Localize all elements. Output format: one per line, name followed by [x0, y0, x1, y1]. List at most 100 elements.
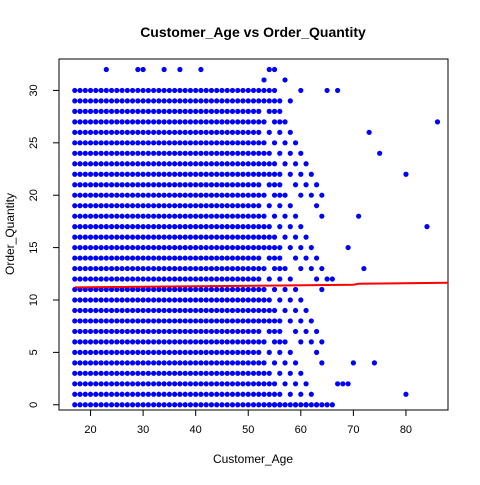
data-point [140, 286, 146, 293]
data-point [72, 328, 78, 335]
data-point [193, 328, 199, 335]
data-point [182, 307, 188, 314]
data-point [166, 328, 172, 335]
data-point [193, 234, 199, 240]
data-point [129, 161, 136, 167]
data-point [161, 318, 167, 324]
data-point [240, 182, 246, 188]
data-point [103, 129, 109, 135]
data-point [77, 318, 83, 324]
data-point [93, 391, 99, 397]
data-point [103, 381, 109, 387]
data-point [77, 87, 83, 94]
data-point [177, 318, 183, 324]
data-point [156, 286, 162, 293]
data-point [193, 307, 199, 314]
data-point [93, 119, 99, 125]
data-point [245, 234, 251, 240]
data-point [124, 87, 130, 94]
data-point [82, 192, 88, 198]
data-point [82, 244, 88, 251]
data-point [140, 255, 146, 261]
data-point [161, 150, 167, 156]
data-point [156, 182, 162, 188]
data-point [187, 244, 194, 251]
data-point [108, 286, 115, 293]
data-point [140, 370, 146, 376]
data-point [277, 224, 283, 230]
data-point [177, 328, 183, 335]
data-point [256, 224, 262, 230]
data-point [298, 171, 304, 177]
data-point [93, 98, 99, 104]
data-point [87, 339, 94, 345]
data-point [124, 339, 130, 345]
data-point [256, 182, 262, 188]
data-point [245, 307, 251, 314]
data-point [198, 328, 204, 335]
data-point [161, 255, 167, 261]
data-point [245, 286, 251, 293]
data-point [108, 276, 115, 282]
data-point [245, 108, 251, 114]
data-point [108, 402, 115, 408]
data-point [98, 391, 104, 397]
data-point [119, 276, 125, 282]
data-point [93, 381, 99, 387]
data-point [140, 276, 146, 282]
data-point [219, 213, 225, 219]
data-point [203, 339, 209, 345]
data-point [72, 161, 78, 167]
data-point [135, 108, 141, 114]
data-point [203, 402, 209, 408]
data-point [82, 381, 88, 387]
data-point [140, 297, 146, 303]
data-point [250, 234, 257, 240]
data-point [245, 255, 251, 261]
data-point [219, 349, 225, 355]
data-point [172, 328, 178, 335]
data-point [224, 182, 230, 188]
data-point [198, 286, 204, 293]
data-point [256, 360, 262, 366]
data-point [214, 192, 220, 198]
data-point [103, 234, 109, 240]
data-point [182, 119, 188, 125]
data-point [208, 87, 215, 94]
data-point [193, 119, 199, 125]
data-point [172, 129, 178, 135]
data-point [271, 161, 278, 167]
data-point [208, 171, 215, 177]
data-point [98, 98, 104, 104]
data-point [256, 203, 262, 209]
data-point [187, 182, 194, 188]
data-point [172, 286, 178, 293]
data-point [124, 276, 130, 282]
data-point [240, 129, 246, 135]
data-point [298, 297, 304, 303]
data-point [261, 318, 267, 324]
data-point [298, 339, 304, 345]
data-point [129, 203, 136, 209]
data-point [103, 66, 109, 73]
data-point [77, 265, 83, 272]
data-point [203, 328, 209, 335]
data-point [156, 244, 162, 251]
data-point [298, 150, 304, 156]
data-point [308, 339, 314, 345]
data-point [124, 140, 130, 146]
data-point [172, 108, 178, 114]
data-point [214, 318, 220, 324]
data-point [245, 381, 251, 387]
data-point [214, 328, 220, 335]
data-point [187, 360, 194, 366]
data-point [287, 402, 293, 408]
data-point [250, 255, 257, 261]
data-point [277, 328, 283, 335]
data-point [77, 339, 83, 345]
data-point [103, 265, 109, 272]
data-point [161, 360, 167, 366]
data-point [235, 119, 241, 125]
data-point [182, 328, 188, 335]
data-point [145, 87, 151, 94]
